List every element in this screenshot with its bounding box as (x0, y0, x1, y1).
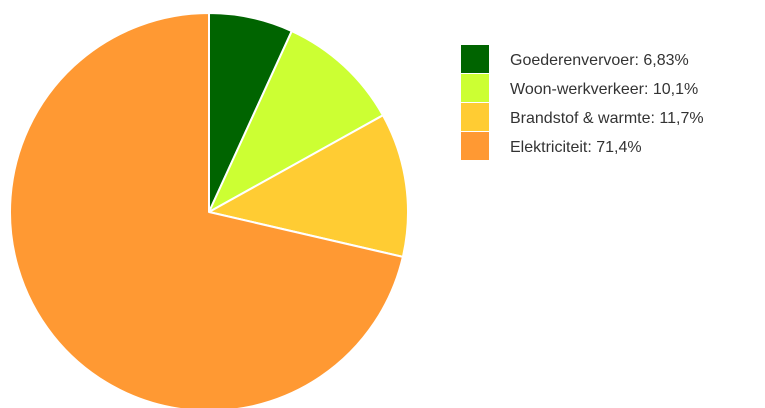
legend-swatch-1 (461, 74, 489, 102)
legend-label-2: Brandstof & warmte: 11,7% (510, 110, 704, 127)
legend-label-1: Woon-werkverkeer: 10,1% (510, 81, 698, 98)
legend-swatch-2 (461, 103, 489, 131)
pie-slice-2 (208, 114, 409, 258)
pie-slice-1 (208, 30, 384, 213)
legend-item-3: Elektriciteit: 71,4% (461, 132, 642, 160)
legend-swatch-3 (461, 132, 489, 160)
legend-item-2: Brandstof & warmte: 11,7% (461, 103, 704, 131)
legend-label-0: Goederenvervoer: 6,83% (510, 52, 689, 69)
legend-item-1: Woon-werkverkeer: 10,1% (461, 74, 698, 102)
legend: Goederenvervoer: 6,83% Woon-werkverkeer: … (461, 45, 704, 160)
legend-label-3: Elektriciteit: 71,4% (510, 139, 642, 156)
legend-item-0: Goederenvervoer: 6,83% (461, 45, 689, 73)
pie-slice-3 (9, 12, 404, 408)
pie-slices (9, 12, 409, 408)
legend-swatch-0 (461, 45, 489, 73)
